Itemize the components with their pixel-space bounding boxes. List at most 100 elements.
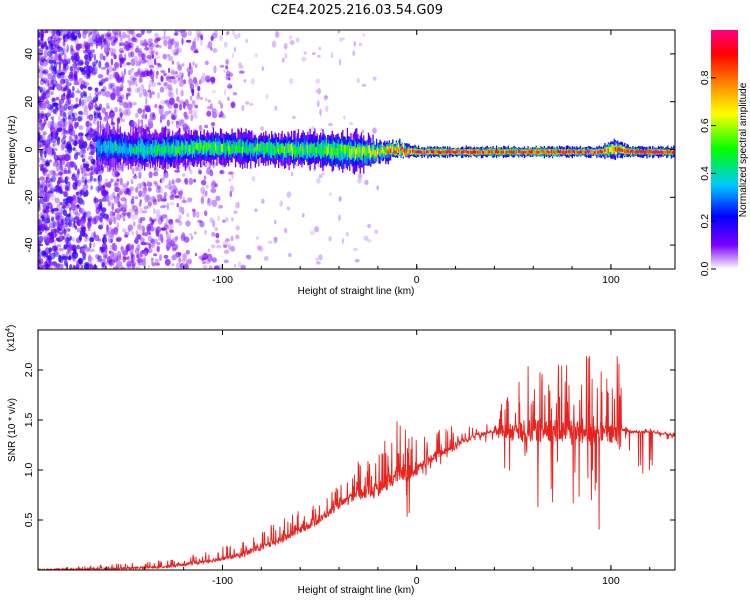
- heatmap-cell: [172, 185, 177, 190]
- heatmap-cell: [43, 212, 47, 218]
- heatmap-cell: [72, 264, 76, 269]
- heatmap-cell: [163, 72, 167, 77]
- heatmap-cell: [131, 120, 138, 127]
- heatmap-cell: [66, 58, 71, 62]
- heatmap-cell: [275, 31, 280, 38]
- heatmap-cell: [81, 154, 84, 158]
- heatmap-cell: [156, 145, 159, 156]
- heatmap-cell: [71, 30, 77, 33]
- heatmap-cell: [87, 65, 93, 74]
- heatmap-cell: [43, 60, 48, 67]
- heatmap-cell: [109, 244, 113, 251]
- heatmap-cell: [646, 149, 648, 153]
- heatmap-cell: [156, 262, 160, 266]
- heatmap-cell: [230, 146, 232, 153]
- heatmap-cell: [163, 39, 168, 47]
- heatmap-cell: [103, 47, 109, 54]
- heatmap-cell: [70, 203, 76, 211]
- heatmap-cell: [107, 255, 112, 264]
- heatmap-cell: [336, 148, 338, 156]
- heatmap-cell: [158, 144, 160, 151]
- heatmap-cell: [227, 72, 234, 77]
- heatmap-cell: [287, 143, 289, 153]
- heatmap-cell: [303, 148, 305, 156]
- heatmap-cell: [154, 183, 159, 187]
- heatmap-cell: [44, 41, 47, 47]
- heatmap-cell: [100, 88, 105, 92]
- heatmap-cell: [57, 154, 63, 162]
- heatmap-cell: [245, 101, 250, 105]
- heatmap-cell: [47, 180, 50, 184]
- heatmap-cell: [41, 77, 44, 82]
- heatmap-cell: [128, 81, 132, 86]
- heatmap-cell: [153, 180, 158, 185]
- heatmap-cell: [83, 104, 88, 113]
- heatmap-cell: [266, 141, 268, 151]
- heatmap-cell: [433, 150, 435, 154]
- heatmap-cell: [106, 224, 109, 232]
- heatmap-cell: [211, 144, 213, 152]
- heatmap-cell: [321, 142, 323, 152]
- heatmap-cell: [304, 145, 307, 153]
- heatmap-cell: [153, 104, 157, 109]
- heatmap-cell: [82, 146, 86, 152]
- heatmap-cell: [67, 30, 72, 34]
- heatmap-cell: [484, 150, 486, 154]
- heatmap-cell: [315, 78, 320, 84]
- heatmap-cell: [301, 56, 307, 62]
- heatmap-cell: [303, 139, 305, 154]
- heatmap-cell: [149, 196, 154, 202]
- heatmap-cell: [113, 167, 118, 175]
- heatmap-cell: [73, 162, 77, 169]
- colorbar-tick-label: 0.2: [699, 214, 711, 229]
- heatmap-cell: [391, 145, 393, 154]
- heatmap-cell: [46, 58, 49, 65]
- heatmap-cell: [486, 150, 488, 154]
- heatmap-cell: [131, 42, 134, 48]
- heatmap-cell: [657, 150, 660, 154]
- heatmap-cell: [119, 87, 123, 92]
- heatmap-cell: [158, 104, 162, 109]
- heatmap-cell: [197, 219, 203, 223]
- heatmap-cell: [84, 42, 90, 50]
- heatmap-cell: [53, 142, 58, 147]
- heatmap-cell: [183, 144, 185, 150]
- heatmap-cell: [58, 171, 63, 176]
- heatmap-cell: [108, 82, 113, 91]
- heatmap-cell: [38, 86, 41, 90]
- heatmap-cell: [215, 239, 220, 244]
- heatmap-cell: [408, 149, 410, 154]
- heatmap-cell: [116, 143, 118, 151]
- heatmap-cell: [152, 198, 158, 206]
- heatmap-cell: [227, 96, 230, 102]
- heatmap-cell: [68, 135, 73, 143]
- heatmap-cell: [173, 188, 179, 194]
- heatmap-cell: [64, 185, 71, 192]
- heatmap-cell: [55, 136, 61, 141]
- heatmap-cell: [135, 230, 138, 236]
- heatmap-cell: [132, 146, 134, 153]
- heatmap-cell: [55, 186, 58, 191]
- heatmap-cell: [170, 189, 177, 197]
- heatmap-cell: [286, 143, 288, 153]
- heatmap-cell: [625, 148, 627, 152]
- x-tick-label: 0: [414, 575, 420, 587]
- heatmap-cell: [177, 77, 181, 82]
- heatmap-cell: [469, 150, 471, 154]
- heatmap-cell: [39, 231, 43, 235]
- heatmap-cell: [206, 106, 212, 110]
- heatmap-cell: [42, 92, 47, 96]
- heatmap-cell: [555, 151, 557, 155]
- heatmap-cell: [592, 150, 594, 154]
- heatmap-cell: [141, 217, 146, 221]
- heatmap-cell: [89, 237, 95, 243]
- heatmap-cell: [196, 141, 198, 150]
- heatmap-cell: [633, 150, 635, 153]
- heatmap-cell: [85, 120, 90, 128]
- heatmap-cell: [116, 260, 122, 267]
- heatmap-cell: [236, 142, 238, 151]
- heatmap-cell: [352, 147, 354, 158]
- y-tick-label: 0.5: [23, 513, 35, 528]
- heatmap-cell: [290, 142, 293, 152]
